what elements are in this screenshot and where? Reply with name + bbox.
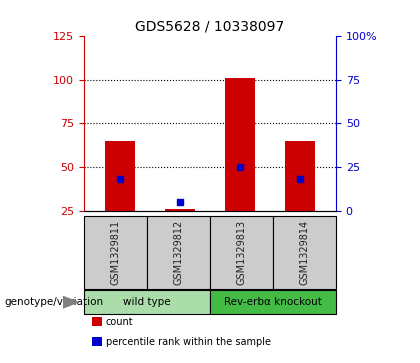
Bar bbox=[210, 216, 273, 289]
Bar bbox=[147, 216, 210, 289]
Bar bbox=[84, 216, 147, 289]
Polygon shape bbox=[63, 295, 80, 309]
Bar bbox=[165, 209, 195, 211]
Text: GSM1329812: GSM1329812 bbox=[173, 220, 184, 285]
Bar bbox=[84, 290, 210, 314]
Point bbox=[177, 199, 184, 205]
Bar bbox=[92, 337, 102, 346]
Bar bbox=[92, 317, 102, 326]
Text: GDS5628 / 10338097: GDS5628 / 10338097 bbox=[135, 20, 285, 34]
Bar bbox=[285, 141, 315, 211]
Text: GSM1329814: GSM1329814 bbox=[299, 220, 310, 285]
Text: wild type: wild type bbox=[123, 297, 171, 307]
Point bbox=[117, 176, 123, 182]
Text: percentile rank within the sample: percentile rank within the sample bbox=[106, 337, 271, 347]
Text: GSM1329811: GSM1329811 bbox=[110, 220, 121, 285]
Bar bbox=[273, 216, 336, 289]
Bar bbox=[225, 78, 255, 211]
Text: GSM1329813: GSM1329813 bbox=[236, 220, 247, 285]
Point bbox=[297, 176, 303, 182]
Text: count: count bbox=[106, 317, 134, 327]
Text: Rev-erbα knockout: Rev-erbα knockout bbox=[224, 297, 322, 307]
Point bbox=[236, 164, 243, 170]
Bar bbox=[105, 141, 135, 211]
Bar bbox=[210, 290, 336, 314]
Text: genotype/variation: genotype/variation bbox=[4, 297, 103, 307]
